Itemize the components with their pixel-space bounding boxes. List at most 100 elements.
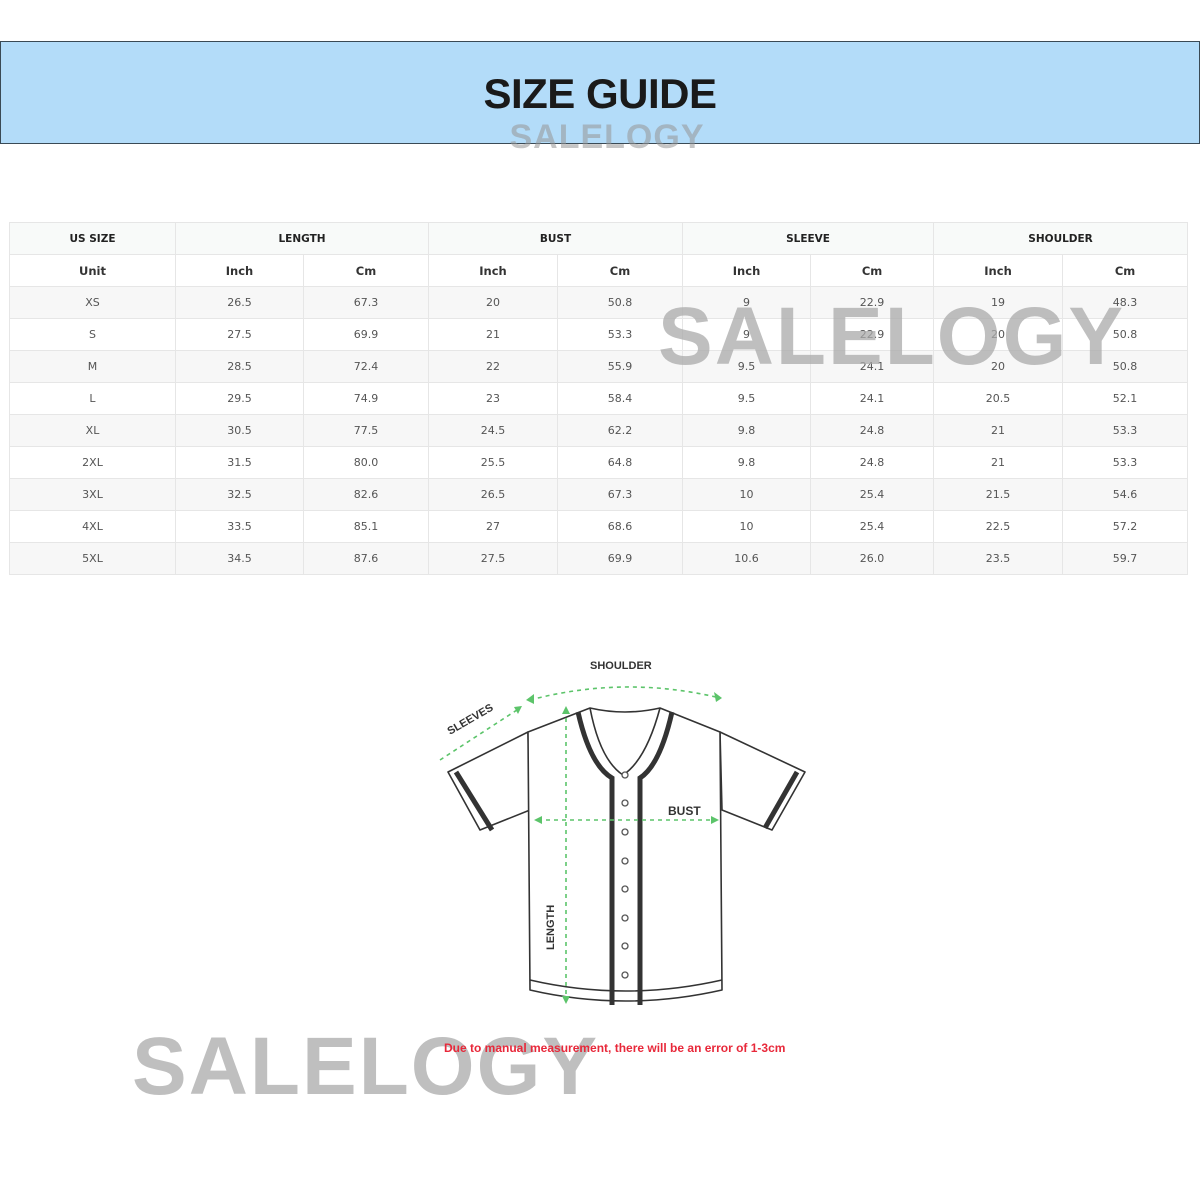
table-cell: 67.3: [557, 478, 684, 511]
table-cell: 24.8: [810, 446, 935, 479]
table-cell: 53.3: [557, 318, 684, 351]
jersey-diagram: SHOULDER SLEEVES BUST LENGTH: [439, 660, 806, 1005]
buttons: [621, 771, 629, 979]
table-cell: 72.4: [302, 350, 430, 383]
unit-header: Inch: [933, 254, 1064, 287]
table-cell: 9: [682, 286, 812, 319]
unit-header: Cm: [810, 254, 935, 287]
table-row: XS 26.5 67.3 20 50.8 9 22.9 19 48.3: [9, 286, 1189, 319]
table-cell: 4XL: [9, 510, 176, 543]
jersey-body: [527, 707, 723, 1002]
table-cell: 20.5: [933, 382, 1064, 415]
table-cell: 54.6: [1062, 478, 1189, 511]
table-cell: 20: [428, 286, 559, 319]
table-cell: 19: [933, 286, 1064, 319]
size-table: US SIZE LENGTH BUST SLEEVE SHOULDER Unit Inch C…: [9, 222, 1189, 575]
unit-header: Unit: [9, 254, 176, 287]
table-cell: 53.3: [1062, 446, 1189, 479]
unit-header: Inch: [682, 254, 812, 287]
table-cell: 50.8: [557, 286, 684, 319]
group-header: US SIZE: [9, 222, 176, 255]
table-cell: 28.5: [175, 350, 304, 383]
table-cell: 27.5: [428, 542, 559, 575]
table-cell: 23.5: [933, 542, 1064, 575]
table-cell: 62.2: [557, 414, 684, 447]
table-cell: 25.5: [428, 446, 559, 479]
bust-label: BUST: [668, 804, 701, 818]
table-cell: 25.4: [810, 478, 935, 511]
table-cell: 82.6: [302, 478, 430, 511]
header-banner: [0, 41, 1200, 144]
table-cell: 20: [933, 350, 1064, 383]
watermark-logo: SALELOGY: [509, 118, 705, 156]
table-cell: 57.2: [1062, 510, 1189, 543]
table-cell: 85.1: [302, 510, 430, 543]
table-cell: 26.5: [428, 478, 559, 511]
table-cell: 50.8: [1062, 318, 1189, 351]
length-label: LENGTH: [545, 905, 557, 950]
table-cell: 69.9: [557, 542, 684, 575]
page-title: SIZE GUIDE: [483, 70, 717, 117]
unit-header: Cm: [302, 254, 430, 287]
group-header-row: US SIZE LENGTH BUST SLEEVE SHOULDER: [9, 222, 1189, 255]
table-cell: 9: [682, 318, 812, 351]
table-cell: 21: [428, 318, 559, 351]
table-cell: 25.4: [810, 510, 935, 543]
table-cell: 32.5: [175, 478, 304, 511]
unit-header-row: Unit Inch Cm Inch Cm Inch Cm Inch Cm: [9, 254, 1189, 287]
table-cell: 77.5: [302, 414, 430, 447]
table-cell: 64.8: [557, 446, 684, 479]
table-cell: XS: [9, 286, 176, 319]
unit-header: Inch: [428, 254, 559, 287]
group-header: SHOULDER: [933, 222, 1189, 255]
table-cell: 67.3: [302, 286, 430, 319]
table-cell: 9.8: [682, 414, 812, 447]
table-cell: 3XL: [9, 478, 176, 511]
table-cell: XL: [9, 414, 176, 447]
table-cell: 68.6: [557, 510, 684, 543]
table-row: XL 30.5 77.5 24.5 62.2 9.8 24.8 21 53.3: [9, 414, 1189, 447]
shoulder-label: SHOULDER: [590, 660, 652, 672]
watermark-logo: SALELOGY: [132, 1021, 600, 1112]
table-cell: 22.5: [933, 510, 1064, 543]
table-cell: 24.1: [810, 350, 935, 383]
table-cell: M: [9, 350, 176, 383]
measurement-note: Due to manual measurement, there will be…: [444, 1041, 786, 1055]
table-cell: 52.1: [1062, 382, 1189, 415]
sleeves-label: SLEEVES: [446, 702, 496, 738]
table-cell: 34.5: [175, 542, 304, 575]
table-cell: 21: [933, 414, 1064, 447]
table-cell: 31.5: [175, 446, 304, 479]
table-cell: 26.5: [175, 286, 304, 319]
table-cell: 24.5: [428, 414, 559, 447]
table-cell: 23: [428, 382, 559, 415]
table-cell: 48.3: [1062, 286, 1189, 319]
unit-header: Cm: [557, 254, 684, 287]
table-row: L 29.5 74.9 23 58.4 9.5 24.1 20.5 52.1: [9, 382, 1189, 415]
table-cell: 9.8: [682, 446, 812, 479]
table-cell: 59.7: [1062, 542, 1189, 575]
unit-header: Inch: [175, 254, 304, 287]
unit-header: Cm: [1062, 254, 1189, 287]
table-row: 3XL 32.5 82.6 26.5 67.3 10 25.4 21.5 54.6: [9, 478, 1189, 511]
table-cell: 27: [428, 510, 559, 543]
group-header: SLEEVE: [682, 222, 935, 255]
table-cell: 10: [682, 510, 812, 543]
measure-arrows: [439, 686, 721, 1000]
table-row: 5XL 34.5 87.6 27.5 69.9 10.6 26.0 23.5 59.7: [9, 542, 1189, 575]
table-cell: 30.5: [175, 414, 304, 447]
table-cell: 20: [933, 318, 1064, 351]
table-cell: 5XL: [9, 542, 176, 575]
table-cell: 29.5: [175, 382, 304, 415]
table-cell: 87.6: [302, 542, 430, 575]
table-cell: 22: [428, 350, 559, 383]
table-row: 4XL 33.5 85.1 27 68.6 10 25.4 22.5 57.2: [9, 510, 1189, 543]
table-cell: L: [9, 382, 176, 415]
table-row: M 28.5 72.4 22 55.9 9.5 24.1 20 50.8: [9, 350, 1189, 383]
table-cell: 22.9: [810, 318, 935, 351]
right-sleeve: [719, 731, 806, 831]
table-cell: 21: [933, 446, 1064, 479]
table-cell: S: [9, 318, 176, 351]
table-row: 2XL 31.5 80.0 25.5 64.8 9.8 24.8 21 53.3: [9, 446, 1189, 479]
table-cell: 9.5: [682, 350, 812, 383]
